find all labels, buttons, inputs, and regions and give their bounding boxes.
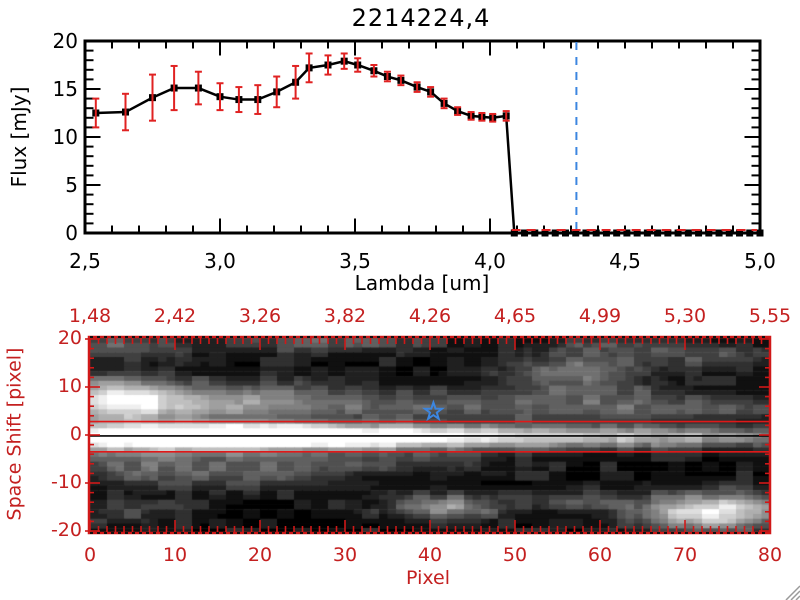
zero-data-marker [521,229,529,237]
data-point-marker [194,84,202,92]
spectrum-y-tick-label: 0 [65,221,78,245]
image-bottom-tick-label: 60 [587,544,613,566]
zero-data-marker [725,229,733,237]
zero-data-marker [654,229,662,237]
data-point-marker [440,99,448,107]
spectrum-x-tick-label: 4,0 [474,249,506,273]
resize-grip-line[interactable] [795,595,800,600]
zero-data-marker [715,229,723,237]
image-top-tick-label: 3,82 [323,305,367,327]
zero-data-marker [531,229,539,237]
image-top-tick-label: 4,99 [578,305,622,327]
data-point-marker [170,84,178,92]
data-point-marker [467,112,475,120]
resize-grip-line[interactable] [790,590,800,600]
image-left-tick-label: 10 [57,375,82,397]
image-left-tick-label: 20 [57,327,82,349]
data-point-marker [502,112,510,120]
zero-data-marker [613,229,621,237]
zero-data-marker [643,229,651,237]
data-point-marker [340,57,348,65]
image-bottom-tick-label: 70 [672,544,698,566]
data-point-marker [489,114,497,122]
spectrum-y-tick-label: 20 [52,29,78,53]
zero-data-marker [633,229,641,237]
zero-data-marker [582,229,590,237]
zero-data-marker [592,229,600,237]
data-point-marker [427,88,435,96]
zero-data-marker [746,229,754,237]
spectral-image-heatmap [90,338,770,533]
zero-data-marker [551,229,559,237]
image-bottom-tick-label: 80 [757,544,783,566]
spectrum-y-axis-label: Flux [mJy] [7,86,31,188]
spectrum-frame [83,39,762,235]
data-point-marker [92,109,100,117]
data-point-marker [413,83,421,91]
spectrum-x-tick-label: 3,0 [204,249,236,273]
zero-data-marker [623,229,631,237]
image-top-tick-label: 1,48 [68,305,112,327]
image-top-tick-label: 2,42 [153,305,197,327]
zero-data-marker [572,229,580,237]
data-point-marker [383,73,391,81]
spectrum-line [95,59,760,235]
image-top-tick-label: 3,26 [238,305,282,327]
data-point-marker [254,96,262,104]
spectrum-x-axis-label: Lambda [um] [354,271,490,295]
data-point-marker [324,61,332,69]
image-top-tick-label: 4,65 [493,305,537,327]
spectrum-x-tick-label: 2,5 [69,249,101,273]
data-point-marker [235,96,243,104]
spectrum-y-tick-label: 5 [65,173,78,197]
spectrum-y-tick-label: 10 [52,125,78,149]
data-point-marker [273,88,281,96]
data-point-marker [370,67,378,75]
data-point-marker [292,78,300,86]
zero-data-marker [510,229,518,237]
image-bottom-tick-label: 10 [162,544,188,566]
image-y-axis-label: Space Shift [pixel] [3,347,26,521]
image-bottom-tick-label: 20 [247,544,273,566]
spectrum-x-tick-label: 5,0 [744,249,776,273]
zero-data-marker [684,229,692,237]
image-left-tick-label: -10 [50,471,82,493]
zero-data-marker [674,229,682,237]
image-left-tick-label: 0 [69,423,82,445]
image-bottom-tick-label: 40 [417,544,443,566]
zero-data-marker [756,229,764,237]
image-bottom-tick-label: 50 [502,544,528,566]
zero-data-marker [561,229,569,237]
data-point-marker [478,113,486,121]
image-top-tick-label: 4,26 [408,305,452,327]
zero-data-marker [541,229,549,237]
image-top-tick-label: 5,55 [748,305,792,327]
spectrum-title: 2214224,4 [351,4,491,32]
image-left-tick-label: -20 [50,519,82,541]
zero-data-marker [602,229,610,237]
zero-data-marker [736,229,744,237]
spectrum-x-tick-label: 3,5 [339,249,371,273]
spectrum-x-tick-label: 4,5 [609,249,641,273]
image-bottom-tick-label: 30 [332,544,358,566]
zero-data-marker [705,229,713,237]
data-point-marker [122,108,129,116]
image-top-tick-label: 5,30 [663,305,707,327]
zero-data-marker [664,229,672,237]
data-point-marker [216,93,224,101]
zero-data-marker [695,229,703,237]
image-x-axis-label: Pixel [406,567,450,589]
image-bottom-tick-label: 0 [83,544,97,566]
data-point-marker [454,107,462,115]
resize-grip[interactable] [785,585,800,600]
spectrum-y-tick-label: 15 [52,77,78,101]
data-point-marker [305,64,313,72]
data-point-marker [354,61,362,69]
resize-grip-line[interactable] [785,585,800,600]
data-point-marker [149,94,156,102]
data-point-marker [397,76,405,84]
